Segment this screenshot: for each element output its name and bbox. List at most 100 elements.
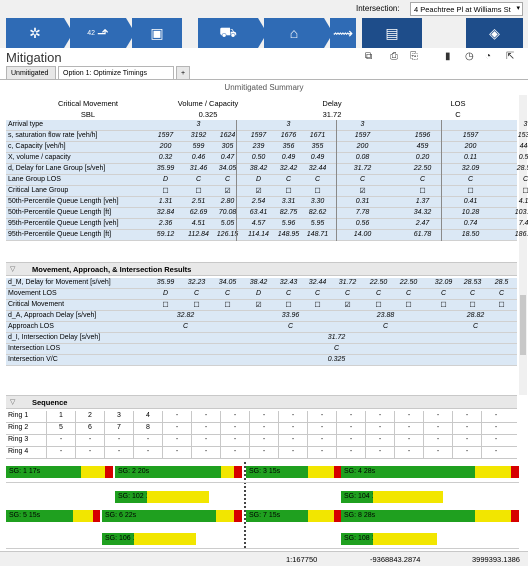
ring-cell[interactable]: - [423, 447, 452, 459]
ring-cell[interactable]: - [307, 447, 336, 459]
nav-zones-button[interactable]: ⌂ [264, 18, 333, 48]
ring-cell[interactable]: - [452, 423, 481, 435]
ring-cell[interactable]: - [75, 435, 104, 447]
print-preview-icon[interactable]: ⎘ [410, 51, 418, 62]
ring-cell[interactable]: - [162, 423, 191, 435]
critical-checkbox[interactable]: ☐ [522, 188, 528, 195]
critical-checkbox[interactable]: ☑ [224, 188, 231, 195]
ring-cell[interactable]: - [481, 447, 510, 459]
ring-cell[interactable]: - [452, 435, 481, 447]
ring-cell[interactable]: - [278, 423, 307, 435]
critical-checkbox[interactable]: ☐ [285, 302, 292, 309]
ring-cell[interactable]: - [278, 447, 307, 459]
nav-network-button[interactable]: ✲ [6, 18, 73, 48]
ring-cell[interactable]: - [394, 423, 423, 435]
critical-checkbox[interactable]: ☑ [255, 302, 262, 309]
sg-102-bar[interactable]: SG: 102 15s [115, 491, 147, 503]
critical-checkbox[interactable]: ☐ [285, 188, 292, 195]
ring-cell[interactable]: - [133, 435, 162, 447]
ring-cell[interactable]: 6 [75, 423, 104, 435]
sequence-section-header[interactable]: ▽ Sequence [6, 395, 517, 409]
pie-icon[interactable]: ◔ [485, 51, 492, 62]
ring-cell[interactable]: 8 [133, 423, 162, 435]
sg-5-bar[interactable]: SG: 5 15s [6, 510, 73, 522]
export-icon[interactable]: ⇱ [506, 51, 515, 62]
vertical-scrollbar[interactable] [519, 95, 527, 395]
nav-routes-button[interactable]: ⟿ [330, 18, 356, 48]
print-icon[interactable]: ⎙ [390, 51, 398, 62]
ring-cell[interactable]: - [104, 435, 133, 447]
ring-cell[interactable]: 1 [46, 411, 75, 423]
ring-cell[interactable]: 5 [46, 423, 75, 435]
ring-cell[interactable]: - [336, 435, 365, 447]
intersection-select[interactable]: 4 Peachtree Pl at Williams St ▾ [410, 2, 523, 16]
nav-report-button[interactable]: ▤ [362, 18, 422, 48]
ring-cell[interactable]: - [365, 447, 394, 459]
ring-cell[interactable]: - [394, 447, 423, 459]
ring-cell[interactable]: 2 [75, 411, 104, 423]
ring-cell[interactable]: - [220, 447, 249, 459]
critical-checkbox[interactable]: ☐ [467, 188, 474, 195]
tab-unmitigated[interactable]: Unmitigated [6, 66, 56, 80]
ring-cell[interactable]: - [365, 435, 394, 447]
ring-cell[interactable]: - [423, 411, 452, 423]
critical-checkbox[interactable]: ☐ [162, 302, 169, 309]
tab-option-1[interactable]: Option 1: Optimize Timings [58, 66, 174, 80]
critical-checkbox[interactable]: ☐ [469, 302, 476, 309]
ring-cell[interactable]: - [104, 447, 133, 459]
critical-checkbox[interactable]: ☐ [224, 302, 231, 309]
ring-cell[interactable]: - [336, 447, 365, 459]
ring-cell[interactable]: - [394, 411, 423, 423]
ring-cell[interactable]: - [162, 435, 191, 447]
ring-cell[interactable]: - [191, 447, 220, 459]
ring-cell[interactable]: - [191, 423, 220, 435]
nav-layers-button[interactable]: ◈ [466, 18, 523, 48]
critical-checkbox[interactable]: ☐ [405, 302, 412, 309]
ring-cell[interactable]: - [423, 435, 452, 447]
nav-traffic-button[interactable]: ⛟ [198, 18, 267, 48]
nav-signal-button[interactable]: ▣ [132, 18, 182, 48]
ring-cell[interactable]: - [75, 447, 104, 459]
ring-cell[interactable]: - [278, 435, 307, 447]
sg-106-bar[interactable]: SG: 106 15s [102, 533, 134, 545]
critical-checkbox[interactable]: ☐ [440, 302, 447, 309]
critical-checkbox[interactable]: ☐ [314, 302, 321, 309]
ring-cell[interactable]: - [452, 447, 481, 459]
ring-cell[interactable]: - [249, 435, 278, 447]
ring-cell[interactable]: - [220, 435, 249, 447]
ring-cell[interactable]: - [336, 423, 365, 435]
battery-icon[interactable]: ▮ [445, 51, 451, 62]
ring-cell[interactable]: - [423, 423, 452, 435]
nav-lanes-button[interactable]: 42 ⬏ [70, 18, 135, 48]
ring-cell[interactable]: - [133, 447, 162, 459]
ring-cell[interactable]: - [394, 435, 423, 447]
critical-checkbox[interactable]: ☐ [162, 188, 169, 195]
sg-6-bar[interactable]: SG: 6 22s [102, 510, 216, 522]
movement-section-header[interactable]: ▽ Movement, Approach, & Intersection Res… [6, 262, 517, 276]
compare-icon[interactable]: ⧉ [365, 51, 373, 62]
ring-cell[interactable]: - [365, 423, 394, 435]
ring-cell[interactable]: - [452, 411, 481, 423]
ring-cell[interactable]: - [365, 411, 394, 423]
critical-checkbox[interactable]: ☑ [255, 188, 262, 195]
ring-cell[interactable]: - [249, 447, 278, 459]
critical-checkbox[interactable]: ☐ [193, 302, 200, 309]
critical-checkbox[interactable]: ☐ [195, 188, 202, 195]
ring-cell[interactable]: - [481, 435, 510, 447]
critical-checkbox[interactable]: ☐ [419, 188, 426, 195]
critical-checkbox[interactable]: ☐ [498, 302, 505, 309]
critical-checkbox[interactable]: ☑ [359, 188, 366, 195]
critical-checkbox[interactable]: ☑ [344, 302, 351, 309]
sg-2-bar[interactable]: SG: 2 20s [115, 466, 221, 478]
sg-108-bar[interactable]: SG: 108 17s [341, 533, 373, 545]
ring-cell[interactable]: 3 [104, 411, 133, 423]
ring-cell[interactable]: - [191, 411, 220, 423]
ring-cell[interactable]: - [336, 411, 365, 423]
ring-cell[interactable]: - [162, 447, 191, 459]
sg-7-bar[interactable]: SG: 7 15s [246, 510, 308, 522]
sg-104-bar[interactable]: SG: 104 17s [341, 491, 373, 503]
critical-checkbox[interactable]: ☐ [375, 302, 382, 309]
ring-cell[interactable]: - [162, 411, 191, 423]
ring-cell[interactable]: - [46, 447, 75, 459]
tab-add-button[interactable]: + [176, 66, 190, 80]
